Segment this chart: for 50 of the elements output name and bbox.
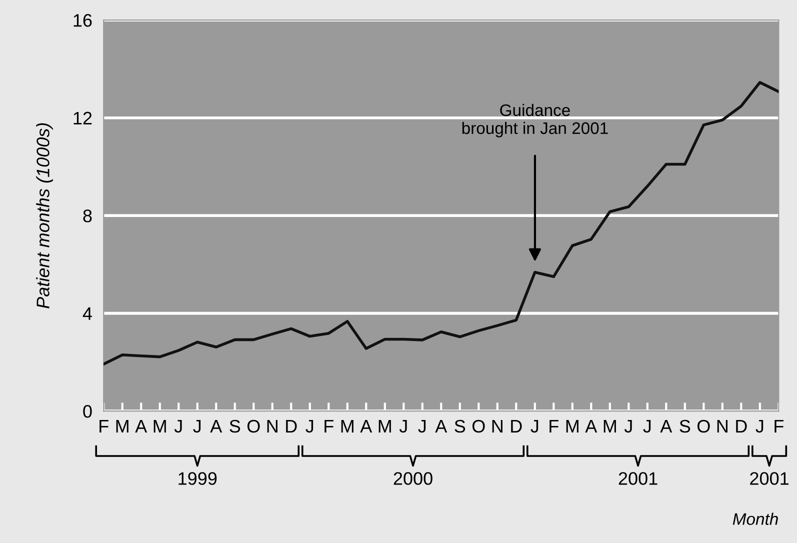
x-tick-label: S	[680, 420, 690, 433]
x-tick-label: N	[717, 420, 728, 432]
x-tick-label: S	[454, 420, 466, 433]
text: 1999	[178, 472, 217, 485]
x-tick-label: M	[116, 420, 128, 432]
x-tick-label: O	[697, 420, 710, 433]
x-tick-label: A	[435, 420, 448, 432]
x-tick-label: M	[341, 420, 354, 432]
text: 2001	[750, 472, 788, 485]
x-tick-label: F	[774, 420, 784, 432]
text: 2001	[618, 472, 658, 485]
x-tick-label: O	[247, 420, 260, 433]
x-tick-label: O	[472, 420, 485, 433]
x-tick-label: J	[756, 420, 764, 433]
x-tick-label: A	[210, 420, 222, 432]
x-tick-label: F	[550, 420, 558, 432]
line-series	[104, 81, 779, 366]
x-tick-label: J	[174, 420, 182, 433]
x-tick-label: J	[624, 420, 632, 433]
x-tick-label: J	[418, 420, 426, 433]
x-tick-label: A	[360, 420, 372, 432]
x-tick-label: J	[399, 420, 407, 433]
x-tick-label: J	[193, 420, 201, 433]
text: 2000	[394, 472, 432, 485]
y-tick-label: 16	[74, 14, 92, 27]
x-tick-label: M	[604, 420, 616, 432]
x-tick-label: F	[100, 420, 108, 432]
x-tick-label: M	[154, 420, 166, 432]
x-tick-label: D	[511, 420, 522, 432]
x-axis-title: Month	[732, 512, 778, 525]
y-tick-label: 8	[83, 210, 92, 222]
y-tick-label: 12	[74, 112, 92, 124]
x-tick-label: D	[286, 420, 297, 432]
x-tick-label: A	[660, 420, 672, 432]
x-tick-label: D	[736, 420, 747, 432]
y-axis-title: Patient months (1000s)	[36, 123, 53, 308]
y-tick-label: 4	[82, 307, 92, 320]
y-tick-label: 0	[83, 404, 92, 418]
annotation: Guidance brought in Jan 2001	[462, 104, 608, 138]
x-tick-label: F	[324, 420, 334, 432]
x-tick-label: N	[492, 420, 502, 432]
x-tick-label: J	[643, 420, 651, 433]
x-tick-label: N	[267, 420, 278, 432]
x-tick-label: J	[306, 420, 314, 433]
x-tick-label: M	[566, 420, 578, 432]
x-tick-label: J	[530, 420, 538, 433]
x-tick-label: A	[585, 420, 598, 432]
x-tick-label: M	[378, 420, 391, 432]
x-tick-label: A	[135, 420, 148, 432]
x-tick-label: S	[230, 420, 240, 433]
